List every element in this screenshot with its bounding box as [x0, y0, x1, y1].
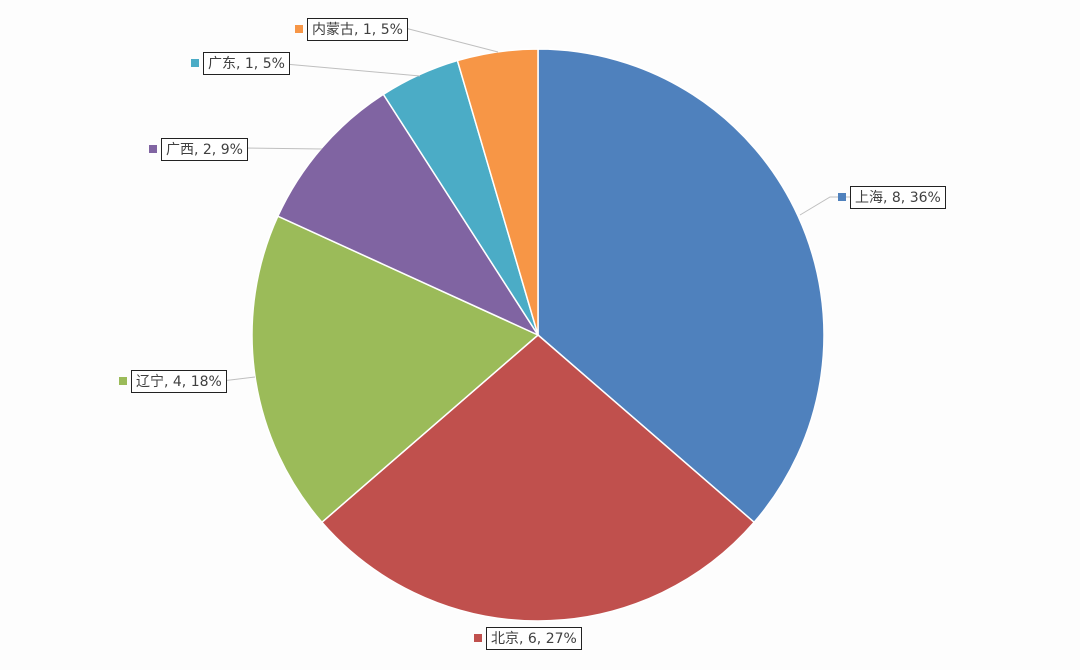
- data-label-3: 广西, 2, 9%: [161, 138, 248, 161]
- leader-line-2: [221, 376, 256, 382]
- legend-key-0: [838, 193, 846, 201]
- legend-key-1: [474, 634, 482, 642]
- data-label-1: 北京, 6, 27%: [486, 627, 582, 650]
- pie-slice-3: [276, 93, 541, 337]
- pie-slice-0: [537, 48, 825, 524]
- pie-slice-1: [320, 334, 756, 622]
- data-label-0: 上海, 8, 36%: [850, 186, 946, 209]
- legend-key-5: [295, 25, 303, 33]
- legend-key-2: [119, 377, 127, 385]
- leader-line-5: [404, 27, 499, 53]
- leader-line-3: [240, 147, 323, 150]
- data-label-4: 广东, 1, 5%: [203, 52, 290, 75]
- pie-slice-2: [251, 215, 540, 524]
- legend-key-3: [149, 145, 157, 153]
- leader-line-4: [284, 63, 421, 77]
- data-label-2: 辽宁, 4, 18%: [131, 370, 227, 393]
- legend-key-4: [191, 59, 199, 67]
- data-label-5: 内蒙古, 1, 5%: [307, 18, 408, 41]
